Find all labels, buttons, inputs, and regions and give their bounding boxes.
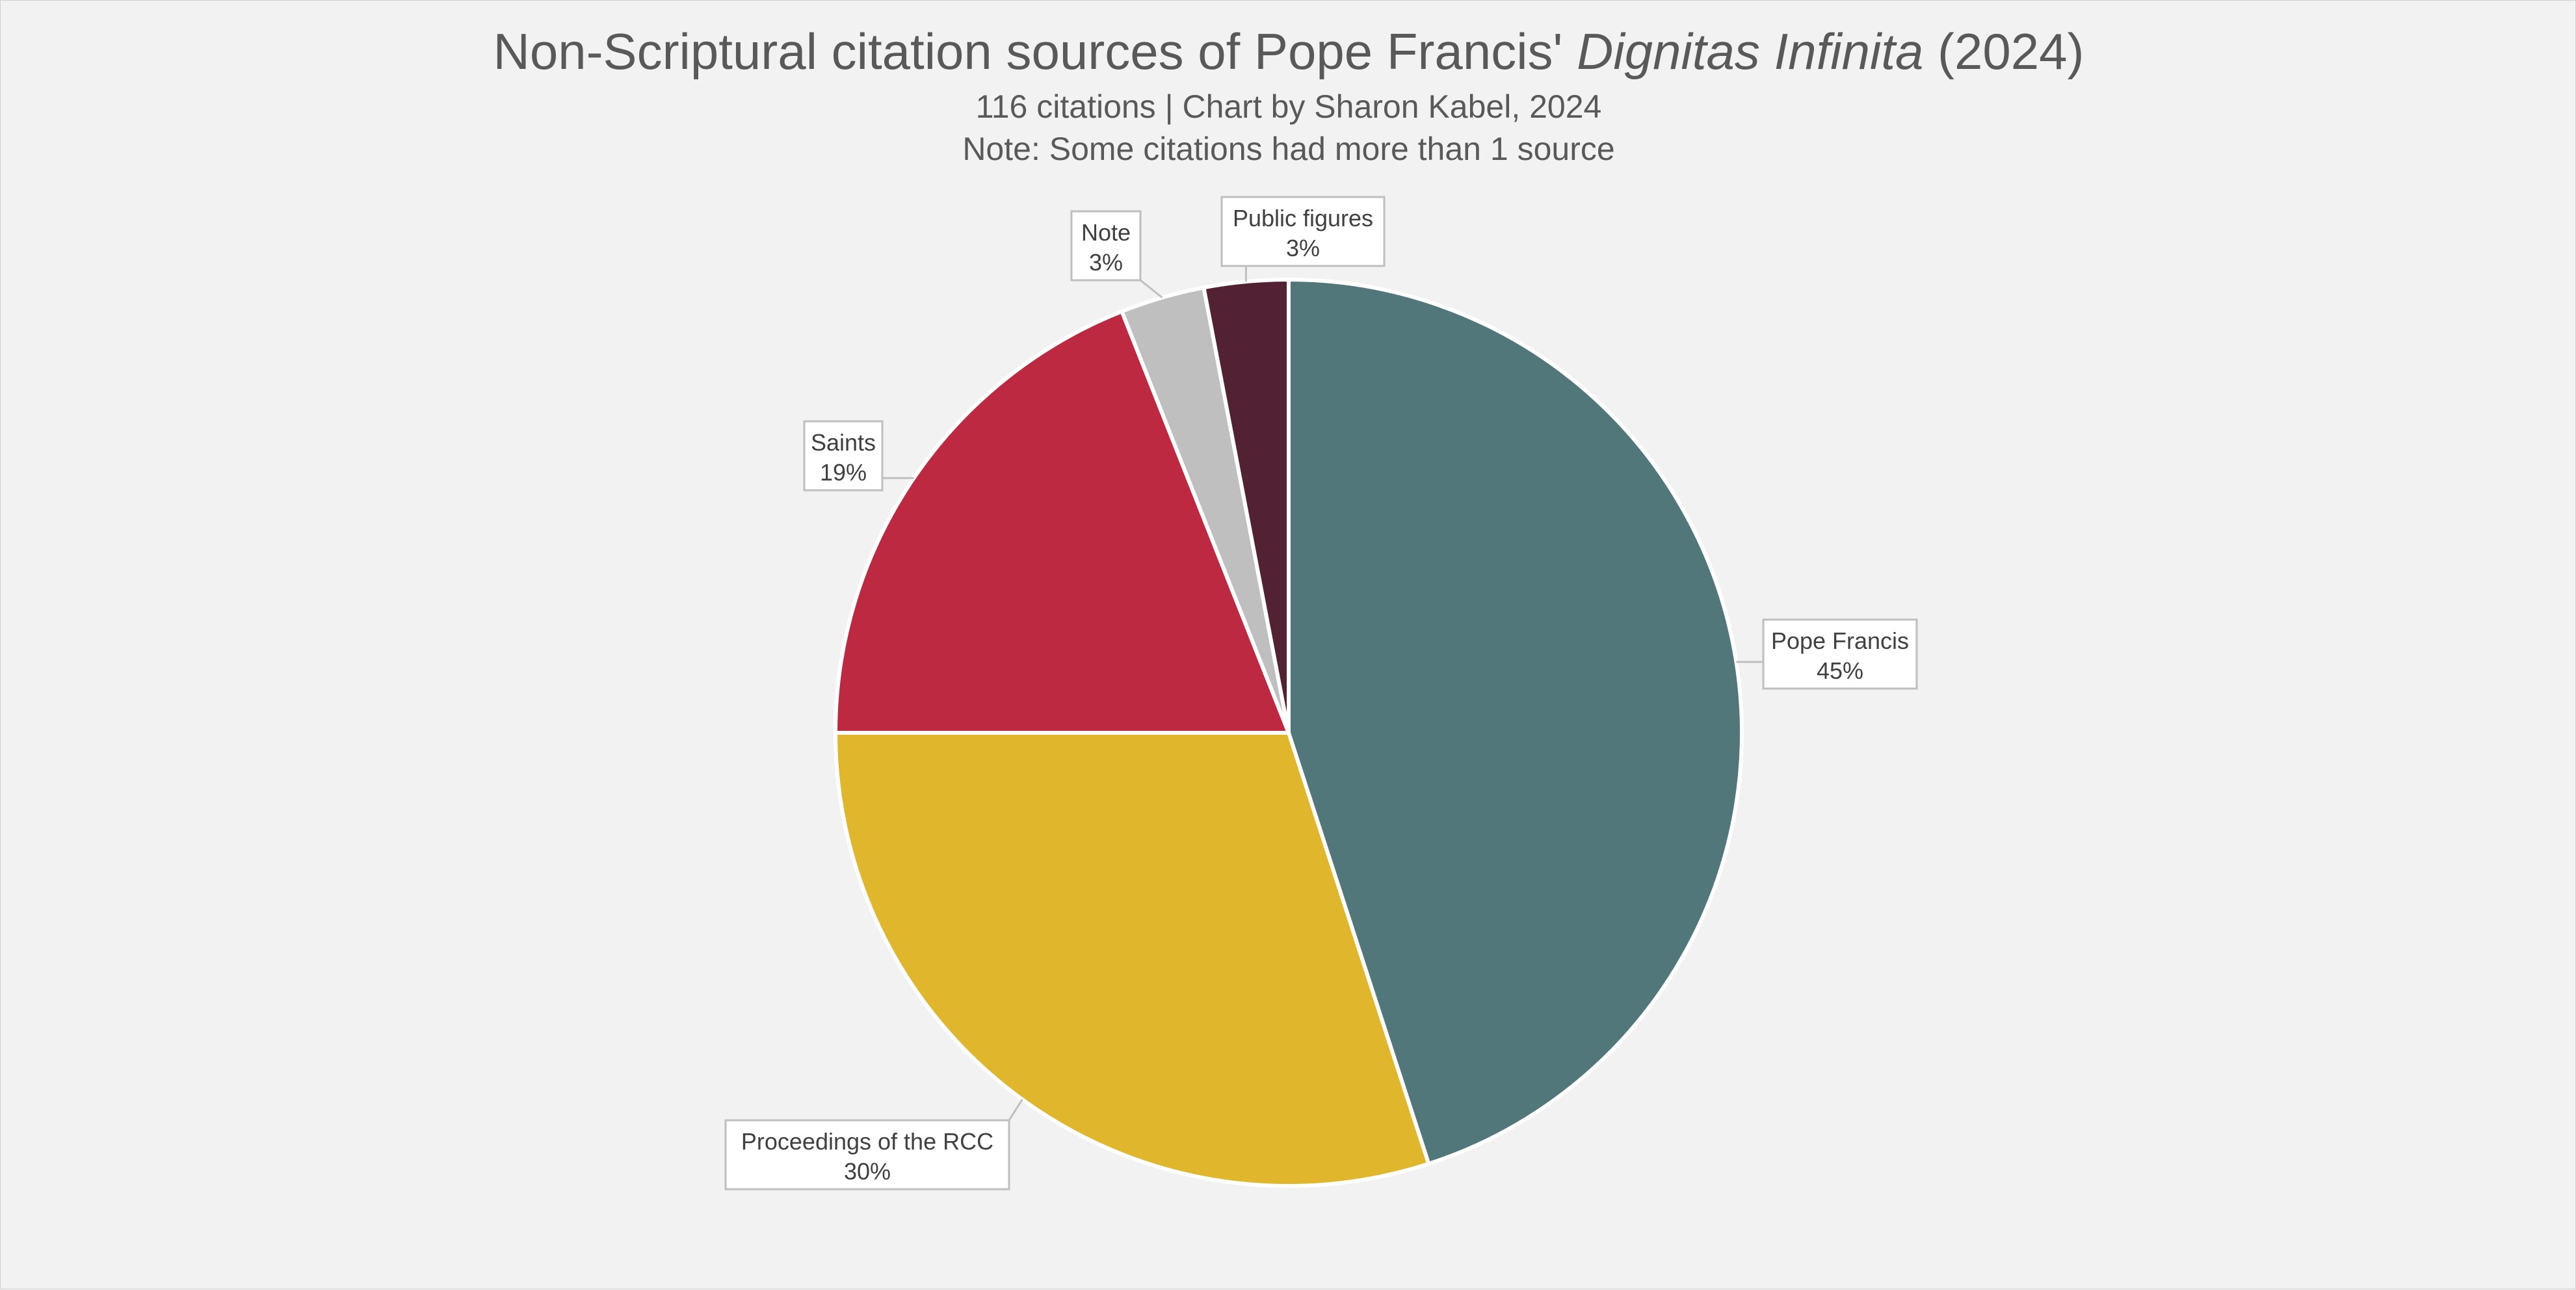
label-percent-value: 3% (1089, 249, 1123, 276)
chart-title-main: Non-Scriptural citation sources of Pope … (493, 23, 1577, 80)
data-label-note: Note 3% (1070, 210, 1163, 298)
chart-subtitle-line-2: Note: Some citations had more than 1 sou… (962, 131, 1614, 167)
label-percent-value: 3% (1286, 235, 1320, 261)
data-label-proceedings-of-the-rcc: Proceedings of the RCC 30% (724, 1099, 1023, 1191)
chart-title-italic: Dignitas Infinita (1577, 23, 1923, 80)
label-category-name: Public figures (1233, 205, 1373, 231)
data-label-saints: Saints 19% (803, 420, 914, 492)
pie-data-labels: Pope Francis 45% Proceedings of the RCC 30%… (724, 196, 1918, 1191)
label-box (803, 420, 884, 492)
label-box (1762, 618, 1918, 690)
pie-slice-saints (834, 309, 1291, 735)
label-box (724, 1119, 1010, 1191)
data-label-public-figures: Public figures 3% (1220, 196, 1386, 282)
pie-slice-proceedings-of-the-rcc (834, 731, 1431, 1189)
label-percent-value: 19% (820, 459, 867, 486)
label-percent-value: 45% (1817, 657, 1863, 684)
label-leader-line (1140, 279, 1163, 298)
chart-title-suffix: (2024) (1923, 23, 2084, 80)
chart-title: Non-Scriptural citation sources of Pope … (493, 23, 2084, 80)
label-percent-value: 30% (844, 1158, 891, 1185)
label-category-name: Pope Francis (1771, 627, 1909, 654)
label-box (1070, 210, 1142, 282)
label-leader-line (1008, 1099, 1023, 1121)
label-category-name: Note (1081, 219, 1131, 246)
data-label-pope-francis: Pope Francis 45% (1736, 618, 1918, 690)
chart-subtitle-line-1: 116 citations | Chart by Sharon Kabel, 2… (976, 88, 1602, 125)
label-box (1220, 196, 1386, 267)
label-category-name: Saints (811, 429, 876, 456)
pie-slices (834, 278, 1744, 1189)
label-category-name: Proceedings of the RCC (741, 1128, 993, 1155)
